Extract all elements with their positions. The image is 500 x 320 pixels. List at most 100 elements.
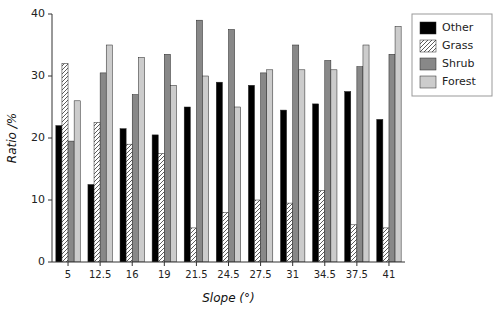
x-tick [388,262,389,266]
bar [377,119,383,262]
bar [319,191,325,262]
x-tick-label: 5 [65,269,71,280]
bar-hatch [190,228,196,262]
x-tick-label: 24.5 [217,269,239,280]
bar [203,76,209,262]
bar [395,26,401,262]
x-tick-label: 12.5 [89,269,111,280]
bar [389,54,395,262]
x-tick [68,262,69,266]
legend-swatch [420,40,436,52]
x-tick [260,262,261,266]
bar [190,228,196,262]
bar [120,129,126,262]
bar [132,95,138,262]
bar [126,144,132,262]
bar [170,85,176,262]
bar [216,82,222,262]
x-tick-label: 21.5 [185,269,207,280]
x-tick [196,262,197,266]
bar [280,110,286,262]
bar [106,45,112,262]
bar [351,225,357,262]
x-tick [132,262,133,266]
bar [313,104,319,262]
x-tick [164,262,165,266]
bar [196,20,202,262]
bar [254,200,260,262]
legend-swatch [420,58,436,70]
bar [56,126,62,262]
legend: Other Grass Shrub Forest [412,14,492,96]
y-tick-label: 30 [31,69,45,82]
bar-hatch [126,144,132,262]
x-tick [228,262,229,266]
bar-hatch [383,228,389,262]
legend-label: Shrub [442,57,474,70]
bar [299,70,305,262]
y-tick [48,138,52,139]
bar-hatch [222,212,228,262]
bar [229,30,235,263]
x-tick-label: 37.5 [346,269,368,280]
bar [138,57,144,262]
bar-hatch [287,203,293,262]
x-tick [100,262,101,266]
legend-label: Forest [442,75,476,88]
bar [164,54,170,262]
y-tick-label: 0 [38,255,45,268]
y-tick-label: 10 [31,193,45,206]
x-tick [292,262,293,266]
bar-hatch [319,191,325,262]
bar [152,135,158,262]
bar-hatch [254,200,260,262]
y-tick [48,14,52,15]
legend-label: Other [442,21,474,34]
y-tick-label: 40 [31,7,45,20]
bar [74,101,80,262]
x-tick [356,262,357,266]
legend-box [412,14,492,96]
bar [267,70,273,262]
x-tick-label: 27.5 [249,269,271,280]
bar [345,92,351,263]
legend-swatch [420,76,436,88]
legend-label: Grass [442,39,474,52]
x-tick-label: 34.5 [314,269,336,280]
y-tick [48,76,52,77]
bar [293,45,299,262]
bar [94,123,100,263]
bar [325,61,331,263]
bar [222,212,228,262]
x-tick-label: 41 [383,269,396,280]
x-tick-label: 16 [126,269,139,280]
y-axis-label: Ratio /% [5,113,19,163]
bar [88,185,94,263]
bar-hatch [158,154,164,263]
x-tick [324,262,325,266]
bar [357,67,363,262]
x-tick-label: 31 [286,269,299,280]
x-tick-label: 19 [158,269,171,280]
bar [331,70,337,262]
legend-swatch-hatch [420,40,436,52]
y-tick-label: 20 [31,131,45,144]
bar [363,45,369,262]
bar [100,73,106,262]
chart: 0 10 20 30 40 5 12.5 16 19 21.5 24.5 27.5 31 34.5 37.5… [0,0,500,320]
bar [383,228,389,262]
bar [62,64,68,262]
bar [261,73,267,262]
bar-hatch [94,123,100,263]
legend-swatch [420,22,436,34]
bar [68,141,74,262]
bar [235,107,241,262]
bar-hatch [62,64,68,262]
y-tick [48,262,52,263]
bar [158,154,164,263]
y-tick [48,200,52,201]
bar [248,85,254,262]
bar [287,203,293,262]
bar [184,107,190,262]
bar-hatch [351,225,357,262]
